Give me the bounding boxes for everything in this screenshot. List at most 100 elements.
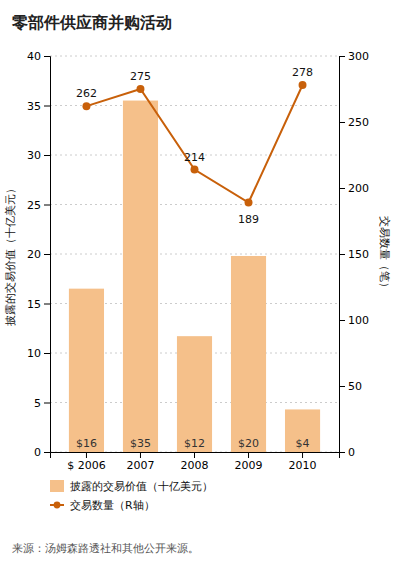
- legend: 披露的交易价值（十亿美元） 交易数量（R轴）: [50, 480, 213, 512]
- y2-axis-title: 交易数量（笔）: [378, 216, 391, 293]
- y-axis: 0510152025303540: [27, 50, 51, 459]
- bar: [177, 336, 212, 452]
- x-tick-label: 2010: [289, 459, 317, 472]
- bar: [285, 409, 320, 452]
- x-tick-mark: [302, 452, 303, 458]
- y-tick-mark: [44, 254, 50, 255]
- grid-line: [50, 56, 339, 57]
- line-label: 275: [130, 70, 151, 83]
- y2-tick-mark: [339, 122, 345, 123]
- y-tick-mark: [44, 452, 50, 453]
- x-tick: 2010: [289, 452, 317, 472]
- y-tick-label: 20: [27, 248, 41, 261]
- legend-marker: [54, 502, 61, 509]
- y-tick: 15: [27, 298, 50, 311]
- y-tick: 0: [34, 446, 50, 459]
- x-tick-mark: [248, 452, 249, 458]
- x-tick: 2007: [126, 452, 154, 472]
- y-tick-label: 25: [27, 199, 41, 212]
- y-tick-label: 35: [27, 100, 41, 113]
- y2-tick: 100: [339, 314, 369, 327]
- x-tick-mark: [194, 452, 195, 458]
- y2-tick-label: 100: [348, 314, 369, 327]
- line: [86, 85, 302, 202]
- y-tick-label: 10: [27, 347, 41, 360]
- y2-tick: 50: [339, 380, 362, 393]
- y2-tick-mark: [339, 56, 345, 57]
- grid-line: [50, 204, 339, 205]
- x-tick: $ 2006: [67, 452, 106, 472]
- x-tick-mark: [86, 452, 87, 458]
- y2-tick-label: 200: [348, 182, 369, 195]
- y-tick-label: 0: [34, 446, 41, 459]
- bar: [69, 289, 104, 452]
- legend-label: 交易数量（R轴）: [70, 499, 155, 512]
- chart-title: 零部件供应商并购活动: [11, 13, 172, 32]
- line-label: 214: [184, 151, 205, 164]
- data-labels: $16$35$12$20$4262275214189278: [76, 66, 313, 450]
- axis-line: [51, 453, 340, 459]
- y2-axis: 0 50 100 150 200 250 300: [339, 50, 369, 459]
- legend-item: 交易数量（R轴）: [50, 499, 155, 512]
- y2-tick-label: 0: [348, 446, 355, 459]
- source-note: 来源：汤姆森路透社和其他公开来源。: [12, 542, 199, 555]
- y2-tick-label: 300: [348, 50, 369, 63]
- grid-line: [50, 105, 339, 106]
- x-tick: 2008: [181, 452, 209, 472]
- y-tick: 20: [27, 248, 50, 261]
- grid: [50, 56, 339, 452]
- marker: [136, 85, 144, 93]
- bar: [231, 256, 266, 452]
- y-tick: 25: [27, 199, 50, 212]
- line-label: 189: [238, 213, 259, 226]
- y-tick-mark: [44, 403, 50, 404]
- legend-swatch: [50, 480, 64, 492]
- y2-tick-label: 150: [348, 248, 369, 261]
- y2-tick-mark: [339, 320, 345, 321]
- x-tick-label: $ 2006: [67, 459, 106, 472]
- axis-line: [340, 57, 346, 453]
- y2-tick: 150: [339, 248, 369, 261]
- line-label: 262: [76, 87, 97, 100]
- y-tick-label: 15: [27, 298, 41, 311]
- y2-tick: 200: [339, 182, 369, 195]
- chart-container: 零部件供应商并购活动$16$35$12$20$4262275214189278$…: [0, 0, 395, 564]
- y-tick-mark: [44, 304, 50, 305]
- y-tick-label: 5: [34, 397, 41, 410]
- x-tick-label: 2008: [181, 459, 209, 472]
- y2-tick-label: 50: [348, 380, 362, 393]
- grid-line: [50, 254, 339, 255]
- y-tick: 35: [27, 100, 50, 113]
- marker: [299, 81, 307, 89]
- y2-tick-mark: [339, 188, 345, 189]
- marks: [69, 81, 320, 452]
- y2-tick: 300: [339, 50, 369, 63]
- chart-svg: 零部件供应商并购活动$16$35$12$20$4262275214189278$…: [0, 0, 395, 564]
- bar: [123, 101, 158, 452]
- legend-item: 披露的交易价值（十亿美元）: [50, 480, 213, 493]
- y2-tick: 0: [339, 446, 355, 459]
- x-tick: 2009: [235, 452, 263, 472]
- marker: [245, 199, 253, 207]
- y2-tick-mark: [339, 254, 345, 255]
- line-label: 278: [292, 66, 313, 79]
- y-tick-mark: [44, 205, 50, 206]
- bar-label: $12: [184, 437, 205, 450]
- y-tick-label: 30: [27, 149, 41, 162]
- y2-tick-label: 250: [348, 116, 369, 129]
- y-tick-mark: [44, 353, 50, 354]
- y2-tick: 250: [339, 116, 369, 129]
- bar-label: $35: [130, 437, 151, 450]
- x-tick-mark: [140, 452, 141, 458]
- bar-label: $4: [296, 437, 310, 450]
- x-axis: $ 2006 2007 2008 2009 2010: [51, 452, 340, 472]
- x-tick-label: 2007: [126, 459, 154, 472]
- y-tick-mark: [44, 155, 50, 156]
- y-tick: 30: [27, 149, 50, 162]
- y-axis-title: 披露的交易价值（十亿美元）: [4, 183, 17, 326]
- bar-label: $16: [76, 437, 97, 450]
- legend-label: 披露的交易价值（十亿美元）: [70, 480, 213, 493]
- y-tick: 10: [27, 347, 50, 360]
- marker: [191, 166, 199, 174]
- y-tick: 5: [34, 397, 50, 410]
